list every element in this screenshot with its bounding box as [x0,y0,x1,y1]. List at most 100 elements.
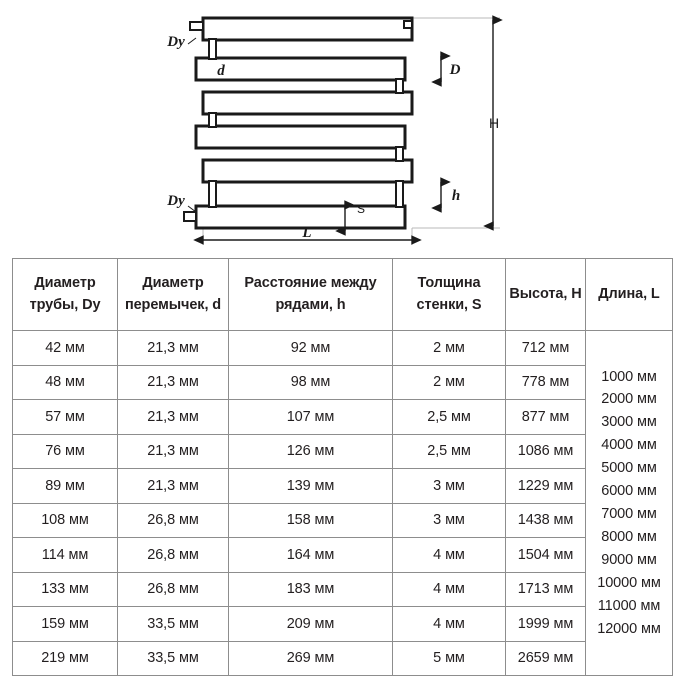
jumper-right-2 [395,146,404,162]
cell-pipe-diameter: 42 мм [12,330,118,366]
cell-height: 1504 мм [505,537,586,573]
stub-top-left [189,21,204,31]
radiator-drawing: Dy Dy d D H h S L [0,0,683,252]
cell-jumper-diameter: 21,3 мм [117,468,229,504]
table-row: 108 мм 26,8 мм 158 мм 3 мм 1438 мм [12,502,673,538]
cell-row-spacing: 98 мм [228,364,393,400]
jumper-tubes [208,38,404,208]
cell-length-list: 1000 мм 2000 мм 3000 мм 4000 мм 5000 мм … [585,330,673,676]
table-row: 89 мм 21,3 мм 139 мм 3 мм 1229 мм [12,468,673,504]
jumper-right-3 [395,180,404,208]
header-line-1: Длина, L [598,285,660,302]
label-dy-bottom: Dy [166,193,185,209]
column-header-row-spacing: Расстояние между рядами, h [228,258,393,331]
header-line-1: Высота, H [509,285,582,302]
connection-stubs [183,20,413,222]
length-value: 2000 мм [601,391,657,408]
cell-row-spacing: 126 мм [228,433,393,469]
jumper-left-1 [208,38,217,60]
table-row: 114 мм 26,8 мм 164 мм 4 мм 1504 мм [12,537,673,573]
pipe-row-3 [201,90,414,116]
column-header-pipe-diameter: Диаметр трубы, Dy [12,258,118,331]
cell-row-spacing: 158 мм [228,502,393,538]
label-S: S [357,202,365,216]
pipe-row-6 [194,204,407,230]
length-value: 7000 мм [601,506,657,522]
cell-jumper-diameter: 21,3 мм [117,330,229,366]
cell-height: 1229 мм [505,468,586,504]
table-row: 133 мм 26,8 мм 183 мм 4 мм 1713 мм [12,571,673,607]
cell-pipe-diameter: 133 мм [12,571,118,607]
header-line-1: Диаметр [142,275,204,292]
column-header-jumper-diameter: Диаметр перемычек, d [117,258,229,331]
cell-pipe-diameter: 76 мм [12,433,118,469]
table-row: 219 мм 33,5 мм 269 мм 5 мм 2659 мм [12,640,673,676]
pipe-row-1 [201,16,414,42]
header-line-1: Расстояние между [244,275,377,292]
cell-wall-thickness: 2 мм [392,330,506,366]
jumper-left-2 [208,112,217,128]
length-value: 1000 мм [601,368,657,385]
cell-wall-thickness: 2 мм [392,364,506,400]
cell-wall-thickness: 2,5 мм [392,399,506,435]
cell-height: 1713 мм [505,571,586,607]
column-header-length: Длина, L [585,258,673,331]
label-D: D [449,62,461,78]
table-header-row: Диаметр трубы, Dy Диаметр перемычек, d Р… [12,258,673,331]
header-line-2: рядами, h [275,296,346,313]
specification-table: Диаметр трубы, Dy Диаметр перемычек, d Р… [12,258,673,676]
label-L: L [301,225,311,241]
length-value: 3000 мм [601,414,657,431]
label-d: d [217,63,225,79]
cell-jumper-diameter: 21,3 мм [117,433,229,469]
table-row: 42 мм 21,3 мм 92 мм 2 мм 712 мм 1000 мм … [12,330,673,676]
jumper-right-1 [395,78,404,94]
label-dy-top: Dy [166,34,185,50]
cell-wall-thickness: 2,5 мм [392,433,506,469]
cell-wall-thickness: 4 мм [392,606,506,642]
cell-pipe-diameter: 57 мм [12,399,118,435]
cell-height: 1999 мм [505,606,586,642]
cell-jumper-diameter: 21,3 мм [117,364,229,400]
header-line-2: трубы, Dy [29,296,101,313]
length-values-list: 1000 мм 2000 мм 3000 мм 4000 мм 5000 мм … [588,332,670,674]
cell-row-spacing: 107 мм [228,399,393,435]
cell-wall-thickness: 5 мм [392,640,506,676]
jumper-left-3 [208,180,217,208]
cell-pipe-diameter: 108 мм [12,502,118,538]
cell-pipe-diameter: 219 мм [12,640,118,676]
length-value: 9000 мм [601,551,657,568]
table-row: 76 мм 21,3 мм 126 мм 2,5 мм 1086 мм [12,433,673,469]
cell-height: 2659 мм [505,640,586,676]
length-value: 5000 мм [601,460,657,477]
column-header-height: Высота, H [505,258,586,331]
drawing-labels: Dy Dy d D H h S L [166,34,499,241]
length-value: 8000 мм [601,528,657,545]
cell-row-spacing: 183 мм [228,571,393,607]
length-value: 4000 мм [601,437,657,454]
pipe-row-5 [201,158,414,184]
stub-bottom-left [183,211,197,222]
pipe-row-4 [194,124,407,150]
cell-wall-thickness: 3 мм [392,468,506,504]
length-value: 11000 мм [597,597,661,614]
cell-height: 778 мм [505,364,586,400]
table-row: 57 мм 21,3 мм 107 мм 2,5 мм 877 мм [12,399,673,435]
cell-pipe-diameter: 159 мм [12,606,118,642]
table-row: 48 мм 21,3 мм 98 мм 2 мм 778 мм [12,364,673,400]
cell-pipe-diameter: 89 мм [12,468,118,504]
dy-leader-lines [187,37,197,213]
length-value: 10000 мм [597,574,661,591]
header-line-1: Диаметр [34,275,96,292]
cell-height: 1438 мм [505,502,586,538]
label-h: h [452,188,460,204]
column-header-wall-thickness: Толщина стенки, S [392,258,506,331]
cell-jumper-diameter: 33,5 мм [117,640,229,676]
length-value: 6000 мм [601,483,657,500]
cell-pipe-diameter: 48 мм [12,364,118,400]
table-row: 159 мм 33,5 мм 209 мм 4 мм 1999 мм [12,606,673,642]
cell-height: 877 мм [505,399,586,435]
pipe-rows [194,16,414,230]
cell-wall-thickness: 3 мм [392,502,506,538]
